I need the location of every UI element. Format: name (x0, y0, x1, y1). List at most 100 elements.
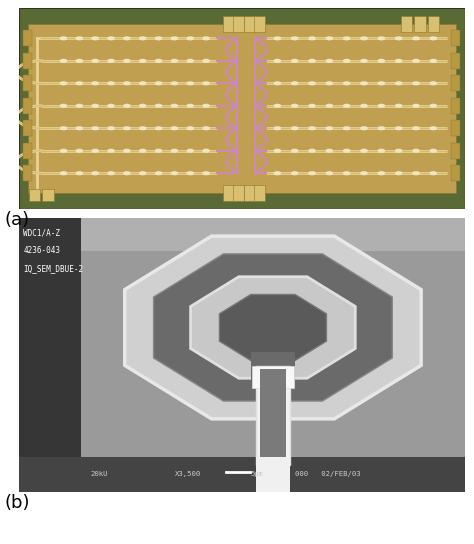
Circle shape (171, 172, 178, 175)
Circle shape (203, 127, 209, 129)
Circle shape (92, 59, 98, 62)
Circle shape (361, 172, 367, 175)
Circle shape (140, 59, 146, 62)
Circle shape (124, 127, 130, 129)
Circle shape (187, 82, 193, 85)
Circle shape (326, 59, 332, 62)
Circle shape (396, 149, 402, 152)
Circle shape (155, 37, 162, 40)
Circle shape (413, 149, 419, 152)
Circle shape (413, 104, 419, 107)
Circle shape (155, 127, 162, 129)
Circle shape (430, 82, 437, 85)
Circle shape (344, 37, 350, 40)
Circle shape (396, 82, 402, 85)
Circle shape (309, 104, 315, 107)
Circle shape (361, 127, 367, 129)
Circle shape (274, 82, 281, 85)
Circle shape (309, 37, 315, 40)
Polygon shape (23, 98, 32, 114)
Circle shape (430, 127, 437, 129)
Text: 5μm: 5μm (251, 472, 264, 478)
Circle shape (344, 82, 350, 85)
Circle shape (60, 37, 67, 40)
Circle shape (124, 59, 130, 62)
Circle shape (124, 149, 130, 152)
Polygon shape (233, 186, 245, 201)
Polygon shape (260, 369, 286, 465)
Circle shape (92, 149, 98, 152)
Text: 4236-043: 4236-043 (23, 246, 60, 256)
Polygon shape (451, 53, 460, 69)
Circle shape (203, 104, 209, 107)
Polygon shape (401, 16, 412, 32)
Circle shape (274, 104, 281, 107)
Circle shape (361, 59, 367, 62)
Text: (a): (a) (5, 211, 30, 229)
Circle shape (171, 127, 178, 129)
Circle shape (274, 149, 281, 152)
Circle shape (187, 127, 193, 129)
Circle shape (396, 172, 402, 175)
Circle shape (344, 104, 350, 107)
Circle shape (108, 59, 114, 62)
Polygon shape (125, 236, 421, 419)
Polygon shape (82, 218, 465, 251)
Circle shape (203, 82, 209, 85)
Circle shape (124, 37, 130, 40)
Circle shape (413, 37, 419, 40)
Circle shape (396, 104, 402, 107)
Circle shape (171, 37, 178, 40)
Circle shape (60, 149, 67, 152)
Circle shape (171, 59, 178, 62)
Polygon shape (23, 53, 32, 69)
Polygon shape (244, 16, 255, 32)
Circle shape (413, 82, 419, 85)
Polygon shape (414, 16, 426, 32)
Circle shape (92, 172, 98, 175)
Circle shape (171, 82, 178, 85)
Circle shape (187, 59, 193, 62)
Circle shape (140, 172, 146, 175)
Text: 20kU: 20kU (90, 472, 108, 478)
Circle shape (140, 37, 146, 40)
Circle shape (124, 104, 130, 107)
Circle shape (155, 172, 162, 175)
Circle shape (76, 104, 82, 107)
Circle shape (430, 104, 437, 107)
Text: X3,500: X3,500 (175, 472, 201, 478)
Circle shape (309, 172, 315, 175)
Text: IQ_SEM_DBUE-2: IQ_SEM_DBUE-2 (23, 264, 83, 273)
Circle shape (76, 127, 82, 129)
Circle shape (187, 172, 193, 175)
Circle shape (309, 149, 315, 152)
Circle shape (108, 172, 114, 175)
Circle shape (108, 82, 114, 85)
Polygon shape (223, 186, 234, 201)
Circle shape (344, 172, 350, 175)
Circle shape (155, 149, 162, 152)
Circle shape (309, 59, 315, 62)
Circle shape (292, 149, 298, 152)
Circle shape (326, 82, 332, 85)
Polygon shape (191, 277, 355, 378)
Circle shape (274, 37, 281, 40)
Polygon shape (154, 254, 392, 401)
Circle shape (292, 82, 298, 85)
Circle shape (344, 149, 350, 152)
Polygon shape (251, 352, 295, 385)
Polygon shape (219, 294, 327, 361)
Circle shape (187, 104, 193, 107)
Circle shape (274, 172, 281, 175)
Circle shape (413, 127, 419, 129)
Circle shape (378, 127, 384, 129)
Circle shape (309, 127, 315, 129)
Circle shape (155, 59, 162, 62)
Circle shape (60, 104, 67, 107)
Circle shape (108, 104, 114, 107)
Circle shape (344, 127, 350, 129)
Circle shape (326, 172, 332, 175)
Circle shape (274, 127, 281, 129)
Circle shape (76, 82, 82, 85)
Circle shape (92, 37, 98, 40)
